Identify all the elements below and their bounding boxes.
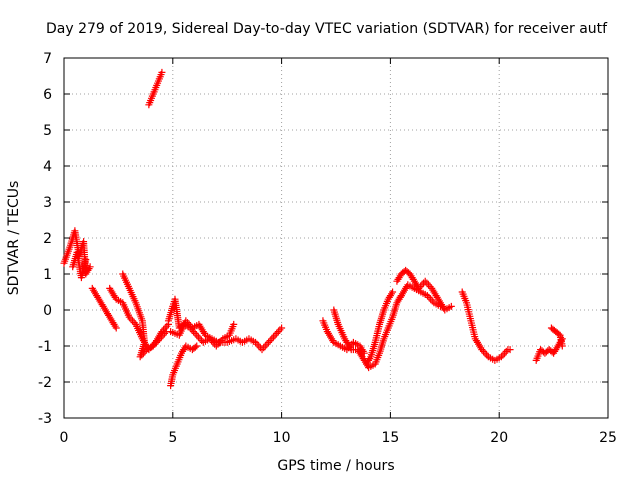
y-tick-label: -1 (38, 339, 52, 355)
y-tick-label: 6 (43, 87, 52, 103)
data-point (261, 342, 269, 350)
data-point (269, 333, 277, 341)
data-points-layer (60, 68, 566, 390)
data-point (481, 349, 489, 357)
data-point (278, 324, 286, 332)
data-point (260, 344, 268, 352)
y-tick-label: 4 (43, 159, 52, 175)
x-axis-label: GPS time / hours (277, 458, 394, 474)
x-tick-labels: 0 5 10 15 20 25 (60, 430, 617, 446)
data-point (558, 342, 566, 350)
y-tick-label: 3 (43, 195, 52, 211)
y-tick-label: 1 (43, 267, 52, 283)
data-point (266, 337, 274, 345)
data-point (158, 68, 166, 76)
data-point (194, 333, 202, 341)
data-point (230, 320, 238, 328)
data-point (421, 277, 429, 285)
x-tick-label: 15 (381, 430, 399, 446)
x-tick-label: 10 (273, 430, 291, 446)
data-point (193, 331, 201, 339)
x-tick-label: 25 (599, 430, 617, 446)
x-tick-label: 5 (168, 430, 177, 446)
y-tick-labels: -3 -2 -1 0 1 2 3 4 5 6 7 (38, 51, 52, 427)
plot-frame (63, 57, 609, 419)
x-tick-label: 20 (490, 430, 508, 446)
data-point (274, 328, 282, 336)
data-point (447, 302, 455, 310)
y-tick-label: -2 (38, 375, 52, 391)
y-tick-label: 7 (43, 51, 52, 67)
y-tick-label: -3 (38, 411, 52, 427)
data-point (273, 329, 281, 337)
data-point (82, 256, 90, 264)
y-tick-label: 5 (43, 123, 52, 139)
data-point (389, 288, 397, 296)
data-point (86, 263, 94, 271)
x-tick-label: 0 (60, 430, 69, 446)
data-point (265, 338, 273, 346)
data-point (423, 279, 431, 287)
data-point (263, 340, 271, 348)
data-point (193, 342, 201, 350)
data-point (268, 335, 276, 343)
data-point (502, 347, 510, 355)
data-point (427, 295, 435, 303)
data-point (501, 349, 509, 357)
series-sdtvar (60, 68, 566, 390)
y-tick-label: 0 (43, 303, 52, 319)
data-point (258, 346, 266, 354)
grid-lines (64, 58, 608, 418)
y-axis-label: SDTVAR / TECUs (6, 181, 22, 296)
data-point (112, 324, 120, 332)
chart-title: Day 279 of 2019, Sidereal Day-to-day VTE… (46, 21, 608, 37)
data-point (129, 317, 137, 325)
data-point (436, 302, 444, 310)
y-tick-label: 2 (43, 231, 52, 247)
data-point (424, 281, 432, 289)
data-point (276, 326, 284, 334)
data-point (255, 342, 263, 350)
data-point (506, 346, 514, 354)
data-point (191, 343, 199, 351)
data-point (271, 331, 279, 339)
data-point (418, 281, 426, 289)
